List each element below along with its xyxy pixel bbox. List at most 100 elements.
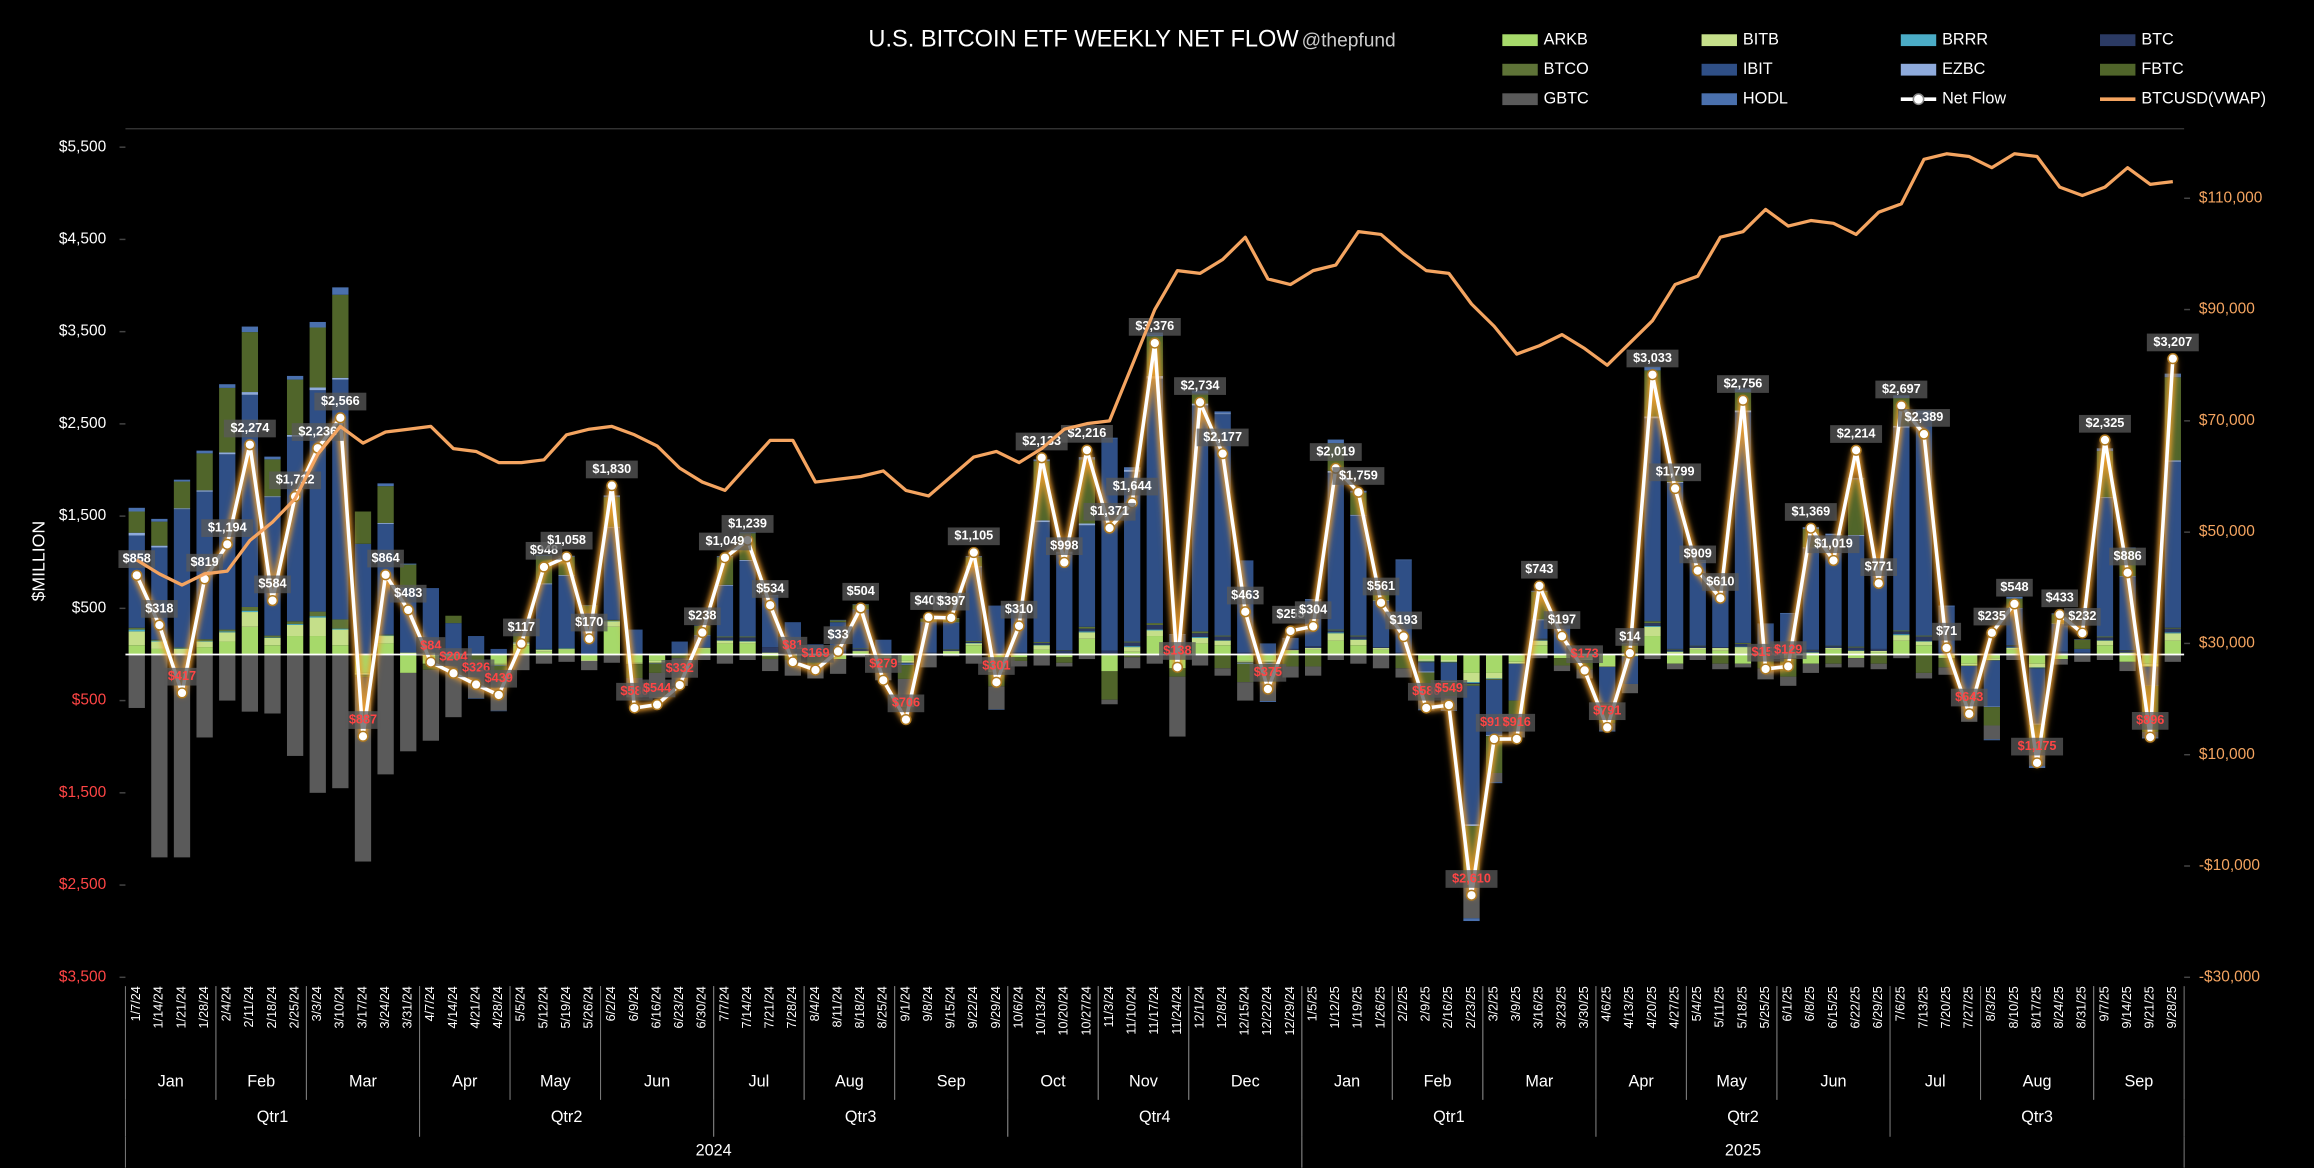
- net-flow-point: [334, 412, 346, 424]
- bar-segment: [1395, 559, 1412, 561]
- x-tick-label: 3/9/25: [1509, 986, 1523, 1021]
- bar-segment: [1327, 630, 1344, 633]
- x-tick-label: 2/11/24: [242, 986, 256, 1027]
- bar-segment: [1214, 636, 1231, 641]
- net-flow-point: [1533, 580, 1545, 592]
- legend-swatch: [1701, 93, 1737, 106]
- bar-segment: [1214, 645, 1231, 655]
- value-label: $548: [2000, 580, 2028, 594]
- x-tick-label: 6/30/24: [695, 986, 709, 1028]
- bar-segment: [648, 660, 666, 663]
- bar-segment: [264, 635, 281, 638]
- month-label: Jan: [1334, 1072, 1360, 1090]
- value-label: $561: [1367, 579, 1395, 593]
- value-label-bg: [2131, 712, 2169, 730]
- bar-segment: [1553, 658, 1571, 666]
- quarter-label: Qtr2: [551, 1108, 583, 1126]
- bar-segment: [1734, 642, 1752, 644]
- value-label: $170: [575, 615, 603, 629]
- x-tick-label: 4/14/24: [446, 986, 460, 1028]
- bar-segment: [1146, 623, 1163, 625]
- value-label: $1,644: [1113, 479, 1152, 493]
- bar-segment: [196, 490, 213, 492]
- value-label: $2,697: [1882, 382, 1921, 396]
- value-label-bg: [1649, 463, 1702, 482]
- net-flow-point: [1465, 889, 1478, 901]
- bar-segment: [1237, 663, 1254, 683]
- bar-segment: [1893, 630, 1910, 632]
- bar-segment: [264, 645, 281, 655]
- bar-segment: [965, 641, 982, 643]
- value-label: $2,389: [1905, 410, 1944, 424]
- value-label: $2,734: [1181, 378, 1220, 392]
- legend-swatch: [1900, 63, 1937, 76]
- price-line: [135, 152, 2174, 587]
- net-flow-point: [628, 702, 641, 714]
- bar-segment: [1712, 647, 1729, 649]
- bar-segment: [1350, 654, 1367, 664]
- bar-segment: [332, 287, 349, 295]
- bar-segment: [490, 648, 507, 655]
- value-label: $3,033: [1633, 351, 1672, 365]
- bar-segment: [671, 654, 688, 659]
- bar-segment: [2096, 498, 2114, 637]
- value-label: $864: [371, 551, 399, 565]
- value-label: $2,019: [1316, 444, 1355, 458]
- bar-segment: [286, 624, 304, 625]
- value-label: $2,566: [321, 394, 360, 408]
- bar-segment: [1847, 479, 1865, 536]
- month-label: Nov: [1129, 1072, 1159, 1090]
- bar-segment: [1327, 640, 1344, 655]
- bar-segment: [2028, 654, 2046, 664]
- x-tick-label: 1/26/25: [1373, 986, 1387, 1028]
- value-label: $463: [1231, 588, 1259, 602]
- net-flow-point: [244, 439, 256, 451]
- net-flow-point: [2099, 434, 2111, 446]
- bar-segment: [1938, 652, 1955, 655]
- bar-segment: [2142, 663, 2159, 667]
- value-label: $916: [1503, 715, 1531, 729]
- value-label: $2,177: [1203, 430, 1242, 444]
- y-tick-label: $500: [72, 599, 106, 616]
- value-label-bg: [2011, 737, 2064, 756]
- x-tick-label: 2/2/25: [1396, 986, 1410, 1021]
- month-label: May: [540, 1072, 572, 1090]
- bar-segment: [241, 606, 259, 611]
- bar-segment: [1214, 640, 1231, 646]
- value-label: $1,105: [954, 529, 993, 543]
- bar-segment: [1553, 654, 1571, 659]
- x-tick-label: 1/5/25: [1306, 986, 1320, 1021]
- net-flow-point: [1194, 396, 1206, 408]
- bar-segment: [1259, 701, 1277, 702]
- bar-segment: [1146, 630, 1163, 637]
- value-label: $238: [688, 609, 716, 623]
- month-label: Jul: [749, 1072, 770, 1090]
- bar-segment: [1078, 638, 1096, 655]
- bar-segment: [965, 645, 982, 655]
- bar-segment: [2006, 596, 2023, 599]
- legend-label: GBTC: [1544, 89, 1589, 107]
- x-tick-label: 3/3/24: [310, 986, 324, 1021]
- bar-segment: [1010, 652, 1028, 654]
- x-tick-label: 8/4/24: [808, 986, 822, 1021]
- bar-segment: [1915, 645, 1933, 655]
- bar-segment: [1531, 640, 1548, 646]
- value-label-bg: [1196, 428, 1249, 447]
- value-label-bg: [1830, 425, 1883, 443]
- bar-segment: [1305, 648, 1322, 650]
- bar-segment: [1463, 654, 1480, 673]
- bar-segment: [1372, 654, 1390, 669]
- bar-segment: [1124, 641, 1141, 643]
- value-label: $610: [1706, 574, 1734, 588]
- bar-segment: [1689, 648, 1706, 650]
- x-tick-label: 8/3/25: [1984, 986, 1998, 1021]
- net-flow-point: [968, 546, 980, 559]
- y-tick-label: $2,500: [59, 876, 106, 893]
- bar-segment: [1124, 657, 1141, 669]
- net-flow-point: [606, 480, 618, 492]
- bar-segment: [988, 605, 1005, 654]
- value-label-bg: [932, 592, 970, 611]
- value-label: $301: [982, 658, 1010, 672]
- value-label-bg: [2041, 589, 2079, 608]
- net-flow-point: [1284, 625, 1297, 637]
